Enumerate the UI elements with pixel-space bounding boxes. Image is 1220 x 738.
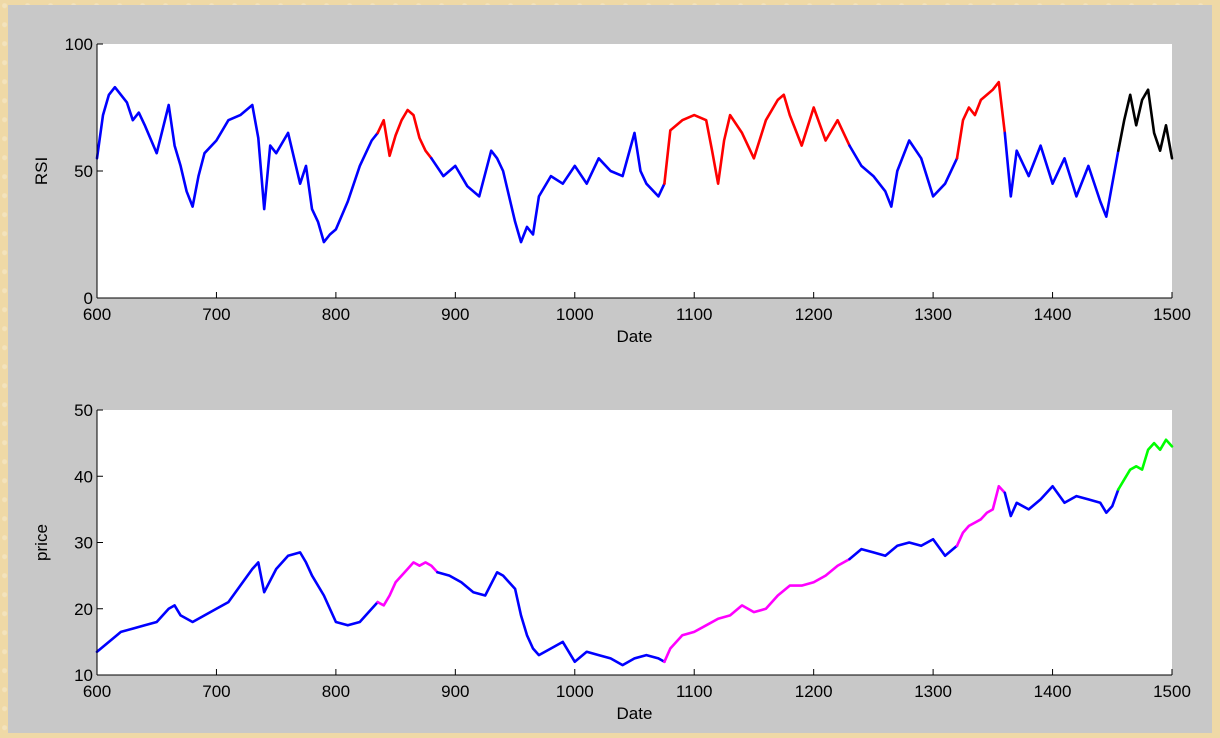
x-tick-label: 600 [83, 305, 111, 324]
series-line-5 [955, 484, 1007, 548]
x-tick-label: 1200 [795, 305, 833, 324]
price-plot: 600 700 800 900 1000 1100 1200 1300 1400 1500 10 20… [32, 401, 1191, 723]
y-tick-label: 0 [84, 289, 93, 308]
series-line-7 [1117, 438, 1174, 491]
series-line-1 [376, 108, 433, 160]
series-line-0 [95, 551, 380, 654]
x-tick-label: 600 [83, 682, 111, 701]
y-tick-label: 40 [74, 467, 93, 486]
x-tick-label: 800 [322, 682, 350, 701]
series-line-6 [1003, 131, 1120, 218]
series-line-0 [95, 85, 380, 244]
x-tick-label: 1500 [1153, 682, 1191, 701]
x-tick-label: 1400 [1034, 682, 1072, 701]
series-line-6 [1003, 484, 1120, 518]
series-line-4 [848, 139, 959, 208]
y-tick-label: 100 [65, 35, 93, 54]
x-tick-label: 1500 [1153, 305, 1191, 324]
series-line-7 [1117, 88, 1174, 160]
y-tick-label: 20 [74, 600, 93, 619]
series-line-3 [663, 557, 851, 664]
plot-area [97, 410, 1172, 675]
x-tick-label: 1000 [556, 305, 594, 324]
series-line-2 [430, 131, 666, 244]
rsi-plot: 600 700 800 900 1000 1100 1200 1300 1400 1500 0 50 1… [32, 35, 1191, 346]
x-tick-label: 800 [322, 305, 350, 324]
x-tick-label: 1300 [914, 682, 952, 701]
x-axis-title: Date [617, 327, 653, 346]
x-tick-label: 900 [441, 682, 469, 701]
x-tick-label: 1000 [556, 682, 594, 701]
x-tick-label: 900 [441, 305, 469, 324]
y-tick-label: 30 [74, 534, 93, 553]
figure: 600 700 800 900 1000 1100 1200 1300 1400 1500 0 50 1… [8, 5, 1212, 733]
x-tick-label: 1200 [795, 682, 833, 701]
plot-area [97, 44, 1172, 298]
x-tick-label: 700 [202, 682, 230, 701]
y-axis-title: price [32, 524, 51, 561]
y-tick-label: 50 [74, 162, 93, 181]
chart-canvas: 600 700 800 900 1000 1100 1200 1300 1400 1500 0 50 1… [32, 35, 1191, 723]
x-tick-label: 700 [202, 305, 230, 324]
series-line-3 [663, 93, 851, 185]
x-tick-label: 1300 [914, 305, 952, 324]
series-line-2 [436, 570, 666, 667]
x-tick-label: 1400 [1034, 305, 1072, 324]
y-tick-label: 50 [74, 401, 93, 420]
series-line-4 [848, 537, 959, 561]
x-tick-label: 1100 [676, 682, 713, 701]
x-tick-label: 1100 [676, 305, 713, 324]
series-line-5 [955, 80, 1007, 160]
y-tick-label: 10 [74, 666, 93, 685]
x-axis-title: Date [617, 704, 653, 723]
y-axis-title: RSI [32, 157, 51, 185]
series-line-1 [376, 561, 439, 607]
